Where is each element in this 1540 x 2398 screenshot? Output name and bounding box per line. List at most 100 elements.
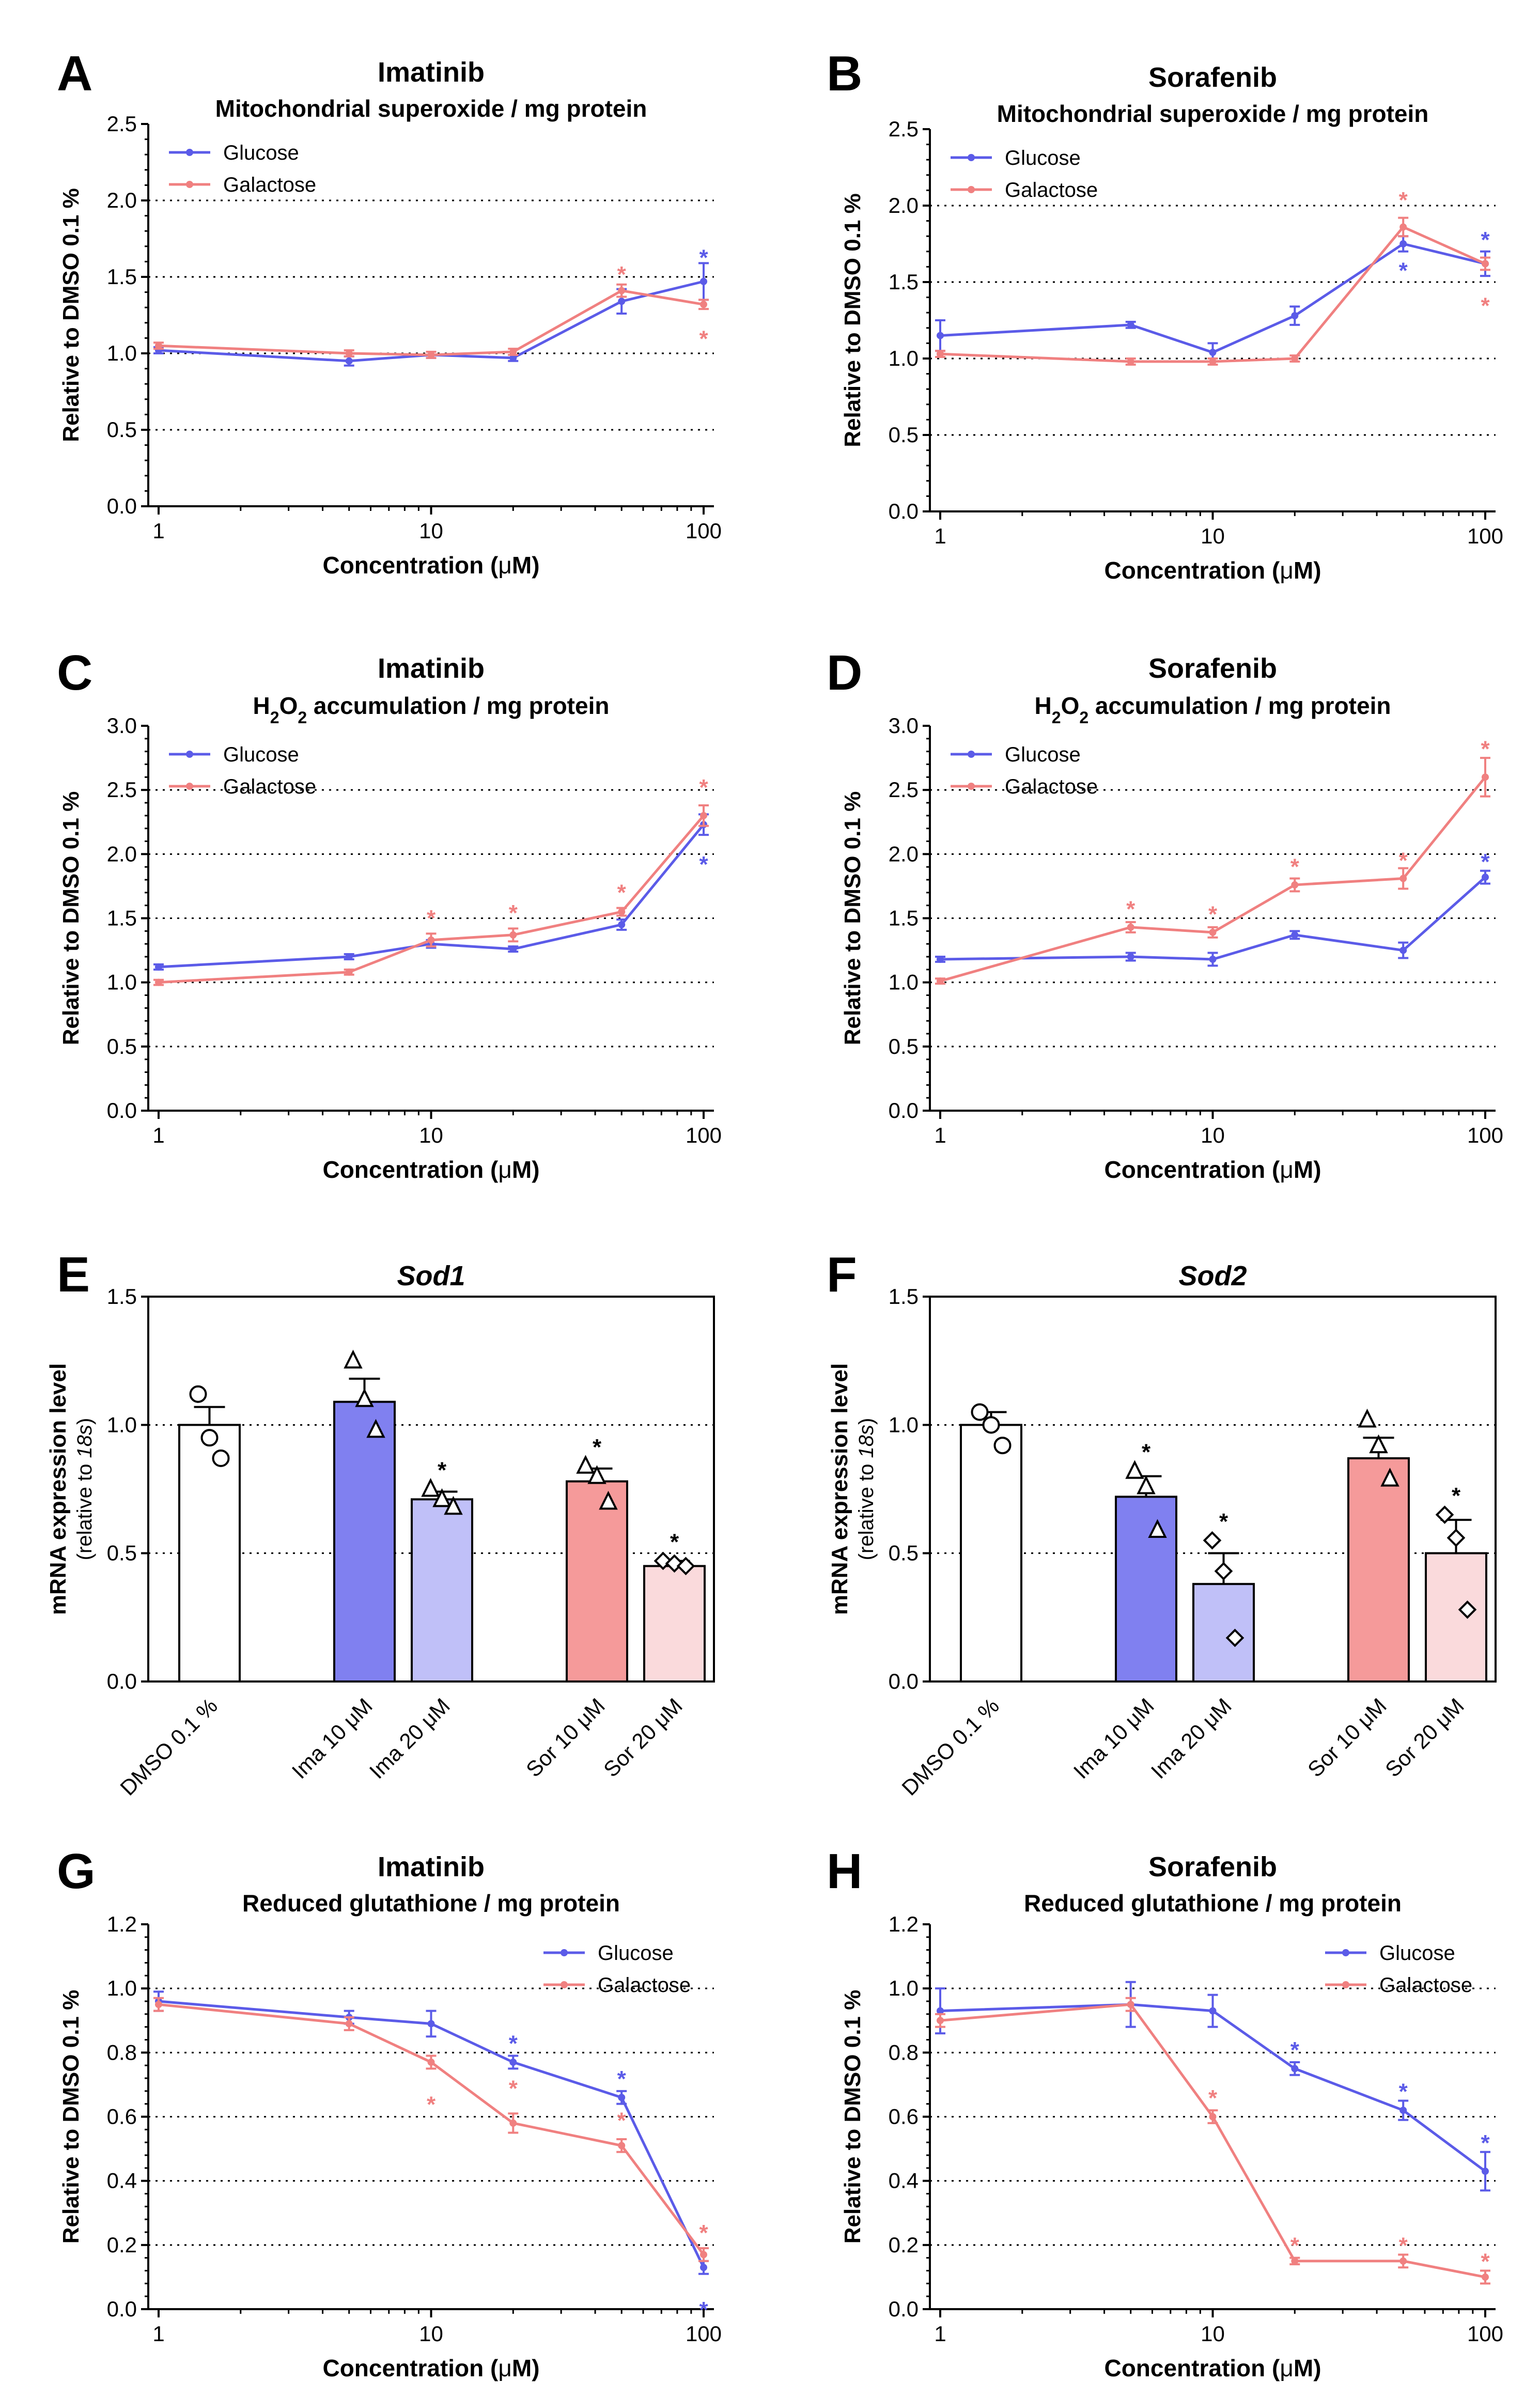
replicate-point: [1435, 1505, 1454, 1524]
x-category-label: DMSO 0.1 %: [897, 1693, 1004, 1800]
significance-star: *: [509, 2076, 518, 2101]
y-tick-label: 0.0: [107, 2297, 137, 2321]
y-axis-label: Relative to DMSO 0.1 %: [58, 791, 84, 1045]
series-line: [940, 2003, 1486, 2173]
significance-star: *: [1399, 2079, 1408, 2105]
x-tick-label: 1: [934, 2322, 946, 2346]
y-tick-label: 1.2: [889, 1912, 919, 1936]
bar: [178, 1424, 241, 1683]
bar: [960, 1424, 1022, 1683]
data-point: [1399, 946, 1407, 954]
subtitle-part: O: [279, 692, 298, 719]
y-tick-label: 1.0: [889, 346, 919, 370]
significance-star: *: [1219, 1509, 1228, 1534]
y-tick-label: 1.0: [107, 1412, 137, 1437]
y-tick-label: 1.5: [107, 906, 137, 930]
x-axis-label-part: μ: [1280, 2355, 1294, 2381]
replicate-point: [587, 1465, 606, 1484]
x-axis-label-part: μ: [1280, 1156, 1294, 1183]
y-tick-label: 0.0: [889, 499, 919, 523]
significance-star: *: [1399, 188, 1408, 213]
replicate-point: [1203, 1531, 1222, 1550]
significance-star: *: [1290, 2233, 1300, 2259]
x-category-label: Ima 20 μM: [365, 1693, 455, 1783]
chart-subtitle: Mitochondrial superoxide / mg protein: [215, 95, 647, 122]
legend-label: Galactose: [598, 1974, 691, 1997]
x-axis-label-part: Concentration (: [1104, 557, 1280, 584]
chart-subtitle: Reduced glutathione / mg protein: [242, 1890, 620, 1917]
data-point: [618, 2094, 626, 2101]
data-point: [1291, 312, 1299, 320]
significance-star: *: [427, 2092, 436, 2117]
data-point: [1291, 2257, 1299, 2265]
data-point: [1482, 2273, 1489, 2281]
significance-star: *: [670, 1530, 679, 1555]
data-point: [1209, 357, 1217, 365]
subtitle-part: 2: [1052, 708, 1061, 727]
replicate-point: [1148, 1519, 1167, 1538]
subtitle-part: Mitochondrial superoxide / mg protein: [997, 100, 1429, 127]
data-point: [618, 908, 626, 916]
significance-star: *: [1481, 2249, 1490, 2275]
significance-star: *: [1481, 736, 1490, 761]
x-tick-label: 100: [1467, 1123, 1503, 1147]
data-point: [1127, 321, 1134, 329]
legend-swatch-marker: [968, 154, 975, 161]
legend-swatch-marker: [968, 186, 975, 193]
y-tick-label: 0.0: [107, 1669, 137, 1693]
x-tick-label: 10: [419, 2322, 443, 2346]
replicate-point: [1214, 1562, 1233, 1581]
data-point: [1291, 881, 1299, 889]
data-point: [427, 936, 435, 944]
y-tick-label: 2.5: [889, 777, 919, 802]
x-tick-label: 10: [419, 1123, 443, 1147]
x-axis-label: Concentration (μM): [322, 552, 539, 579]
chart-subtitle: H2O2 accumulation / mg protein: [1035, 692, 1391, 727]
significance-star: *: [699, 245, 708, 271]
bar: [643, 1565, 706, 1683]
replicate-point: [1446, 1529, 1466, 1547]
series-galactose: **: [153, 262, 709, 359]
data-point: [1127, 953, 1134, 960]
data-point: [345, 350, 353, 357]
y-axis-label: Relative to DMSO 0.1 %: [840, 1990, 865, 2244]
x-axis-label: Concentration (μM): [1104, 1156, 1321, 1183]
y-tick-label: 0.8: [889, 2040, 919, 2064]
data-point: [509, 2119, 517, 2127]
legend-swatch-marker: [968, 783, 975, 790]
data-point: [155, 2001, 162, 2008]
x-category-label: Ima 20 μM: [1146, 1693, 1236, 1783]
x-axis-label-part: μ: [498, 1156, 512, 1183]
subtitle-part: O: [1061, 692, 1080, 719]
series-galactose: **: [935, 188, 1490, 366]
x-category-label: Sor 20 μM: [599, 1693, 687, 1782]
y-axis-label: Relative to DMSO 0.1 %: [840, 791, 865, 1045]
x-category-label: Ima 10 μM: [287, 1693, 377, 1783]
bar-group: [960, 1403, 1022, 1683]
subtitle-part: Reduced glutathione / mg protein: [1024, 1890, 1402, 1917]
data-point: [1209, 2007, 1217, 2015]
bar-group: *: [566, 1435, 628, 1683]
series-galactose: * * * *: [153, 775, 709, 986]
legend-label: Galactose: [223, 775, 316, 798]
series-line: [158, 815, 705, 984]
y-axis-label: Relative to DMSO 0.1 %: [58, 188, 84, 442]
panel-letter: E: [57, 1247, 90, 1302]
y-axis-label: mRNA expression level: [45, 1363, 71, 1615]
y-tick-label: 0.5: [107, 417, 137, 442]
significance-star: *: [1290, 854, 1300, 880]
x-tick-label: 100: [1467, 524, 1503, 548]
significance-star: *: [699, 326, 708, 351]
data-point: [509, 945, 517, 953]
data-point: [1399, 875, 1407, 882]
series-line: [158, 2003, 705, 2255]
data-point: [700, 2264, 707, 2271]
replicate-point: [676, 1556, 695, 1576]
legend-swatch-marker: [186, 783, 193, 790]
replicate-point: [432, 1488, 452, 1507]
data-point: [345, 357, 353, 365]
y-tick-label: 1.0: [889, 1412, 919, 1437]
x-category-label: Sor 20 μM: [1380, 1693, 1469, 1782]
x-axis-label-part: M): [1294, 2355, 1321, 2381]
